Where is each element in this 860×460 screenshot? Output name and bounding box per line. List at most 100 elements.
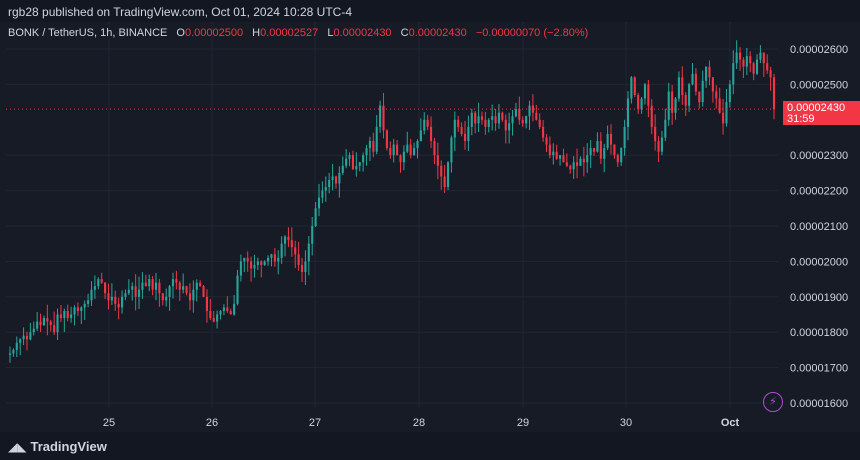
candle-body — [56, 314, 59, 333]
candle-body — [501, 112, 504, 120]
candle-body — [548, 144, 551, 156]
candle-body — [158, 282, 161, 294]
candle-body — [759, 52, 762, 60]
candle-body — [718, 98, 721, 113]
candle-body — [253, 264, 256, 269]
candle-body — [233, 303, 236, 315]
candle-body — [73, 307, 76, 315]
candle-body — [19, 339, 22, 343]
candle-body — [297, 254, 300, 265]
y-tick-label: 0.00001600 — [790, 398, 848, 410]
candle-body — [440, 165, 443, 177]
candle-body — [70, 314, 73, 319]
candle-body — [22, 335, 25, 340]
y-tick-label: 0.00001700 — [790, 363, 848, 375]
candle-body — [511, 116, 514, 124]
candle-body — [219, 310, 222, 315]
candle-body — [182, 286, 185, 290]
last-price-value: 0.00002430 — [787, 102, 846, 114]
y-tick-label: 0.00002100 — [790, 221, 848, 233]
candle-body — [480, 116, 484, 120]
candle-body — [419, 130, 422, 142]
x-tick-label: 30 — [620, 417, 632, 429]
candle-body — [606, 133, 609, 149]
candle-body — [100, 279, 103, 283]
candle-body — [90, 289, 93, 301]
candle-body — [698, 91, 701, 103]
candle-body — [154, 282, 158, 290]
published-info: rgb28 published on TradingView.com, Oct … — [8, 5, 352, 19]
candle-body — [260, 261, 263, 265]
candle-body — [433, 141, 436, 156]
candle-body — [345, 158, 348, 166]
symbol-label: BONK / TetherUS, 1h, BINANCE — [8, 27, 168, 39]
candle-body — [107, 293, 110, 301]
candle-body — [406, 144, 409, 152]
candle-body — [752, 63, 755, 74]
candle-body — [331, 176, 334, 180]
candle-body — [660, 137, 663, 152]
high-label: H — [252, 27, 261, 39]
candle-body — [613, 144, 616, 156]
candle-body — [609, 133, 613, 145]
candle-body — [178, 282, 181, 290]
y-tick-label: 0.00002000 — [790, 256, 848, 268]
candle-body — [463, 133, 467, 142]
candle-body — [681, 77, 684, 96]
candle-body — [504, 119, 507, 131]
candle-body — [572, 162, 575, 170]
candle-body — [321, 190, 324, 198]
tradingview-brand[interactable]: ◢◣ TradingView — [8, 439, 107, 454]
candle-body — [528, 105, 531, 117]
candle-body — [334, 176, 338, 184]
candle-body — [722, 112, 725, 124]
candle-body — [728, 84, 731, 103]
candle-body — [375, 126, 378, 152]
candle-body — [382, 105, 385, 131]
candle-body — [53, 325, 56, 333]
open-value: 0.00002500 — [184, 27, 244, 39]
x-tick-label: 27 — [309, 417, 321, 429]
candle-body — [317, 197, 321, 209]
candle-body — [630, 77, 633, 99]
candle-body — [141, 282, 144, 290]
candle-body — [565, 162, 568, 166]
candle-body — [246, 257, 249, 262]
lightning-icon[interactable]: ⚡ — [763, 392, 783, 412]
candle-body — [362, 155, 365, 163]
candle-body — [745, 56, 748, 67]
candle-body — [195, 282, 198, 290]
candle-body — [545, 137, 548, 145]
candle-body — [124, 293, 127, 297]
candle-body — [589, 148, 592, 156]
candle-body — [83, 303, 86, 308]
candle-body — [446, 162, 450, 188]
candle-body — [426, 119, 429, 127]
candle-body — [749, 56, 752, 64]
footer: ◢◣ TradingView — [0, 432, 860, 460]
candle-body — [671, 91, 674, 113]
open-label: O — [176, 27, 185, 39]
candle-body — [239, 261, 242, 276]
candle-body — [185, 286, 188, 294]
candle-body — [161, 293, 164, 301]
y-tick-label: 0.00002200 — [790, 186, 848, 198]
candle-body — [59, 314, 62, 319]
candle-body — [263, 261, 266, 265]
candle-body — [508, 123, 511, 131]
candle-body — [12, 349, 15, 354]
candle-body — [443, 176, 446, 188]
candle-body — [127, 289, 130, 294]
candle-body — [76, 307, 79, 311]
candle-body — [165, 296, 168, 301]
y-axis: 0.00002600 0.00002500 0.00002300 0.00002200… — [790, 44, 848, 410]
candle-body — [97, 279, 100, 287]
candle-body — [576, 162, 579, 166]
candle-body — [121, 296, 124, 308]
x-axis: 25 26 27 28 29 30 Oct — [103, 417, 740, 429]
candle-body — [582, 158, 585, 163]
candle-body — [650, 105, 653, 127]
candle-body — [175, 279, 178, 283]
high-value: 0.00002527 — [260, 27, 319, 39]
